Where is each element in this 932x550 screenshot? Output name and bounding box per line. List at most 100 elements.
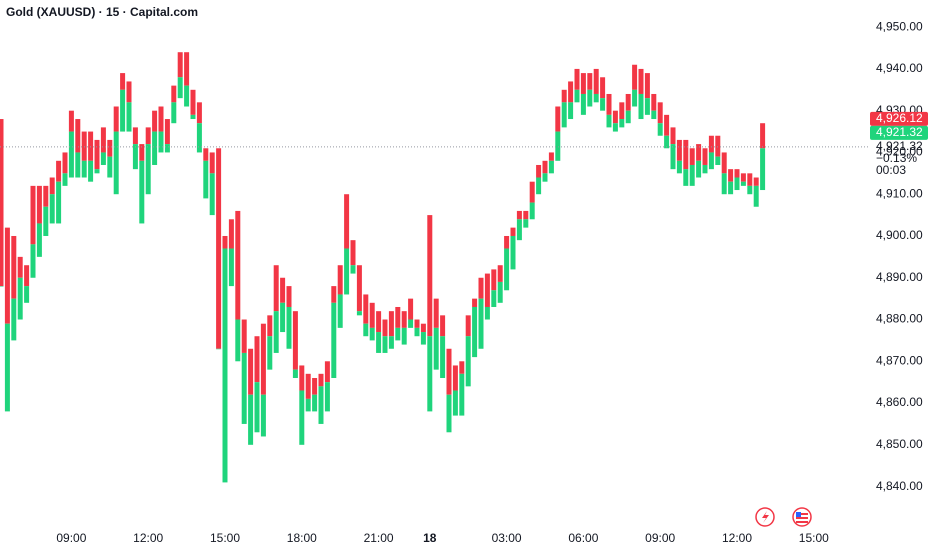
bar-lower [273,311,279,353]
bar-lower [740,181,746,186]
bar-upper [401,311,407,328]
chart-title: Gold (XAUUSD) · 15 · Capital.com [6,5,198,19]
bar-lower [644,98,650,115]
bar-upper [689,148,695,165]
bar-lower [484,306,490,320]
x-tick-label: 18 [423,531,437,545]
bar-lower [440,336,446,378]
y-tick-label: 4,850.00 [876,437,923,451]
bar-upper [382,319,388,337]
bar-upper [164,119,170,145]
bar-lower [427,336,433,412]
x-tick-label: 15:00 [210,531,240,545]
bar-upper [11,235,17,299]
bar-lower [100,152,106,165]
bar-upper [504,235,510,249]
bar-upper [388,311,394,337]
bar-upper [0,119,4,287]
bar-lower [523,219,529,228]
bar-lower [388,336,394,349]
bar-lower [113,131,119,195]
bar-lower [747,185,753,195]
bar-upper [49,177,55,195]
bar-lower [753,185,759,207]
bar-upper [484,273,490,307]
bar-lower [177,77,183,99]
x-tick-label: 06:00 [568,531,598,545]
bar-upper [580,73,586,94]
bar-lower [670,144,676,170]
bar-upper [312,377,318,395]
bar-lower [414,327,420,337]
bar-lower [312,394,318,412]
bar-lower [299,390,305,445]
y-tick-label: 4,900.00 [876,228,923,242]
bar-lower [158,131,164,153]
bar-upper [536,164,542,178]
bar-upper [203,148,209,161]
bar-upper [324,361,330,383]
bar-upper [376,311,382,333]
bar-lower [88,160,94,182]
bar-upper [241,319,247,353]
bar-upper [344,194,350,249]
bar-upper [625,93,631,111]
bar-upper [36,185,42,224]
bar-lower [56,181,62,224]
bar-upper [286,286,292,307]
y-tick-label: 4,890.00 [876,270,923,284]
bar-upper [753,177,759,186]
bar-lower [305,398,311,412]
bar-lower [152,131,158,165]
bar-lower [4,323,10,412]
bar-upper [414,319,420,328]
bar-upper [209,152,215,174]
bar-lower [337,294,343,328]
event-icon[interactable] [755,507,775,527]
bar-upper [331,286,337,303]
bar-upper [120,73,126,90]
y-tick-label: 4,950.00 [876,19,923,33]
bar-upper [24,265,30,287]
change-label: −0.13% [876,151,917,165]
bar-lower [107,156,113,178]
bar-upper [43,185,49,207]
bar-upper [273,265,279,312]
bar-upper [235,210,241,320]
price-tag [870,111,928,126]
bar-upper [587,73,593,90]
bar-lower [11,298,17,341]
bar-upper [632,64,638,90]
bar-lower [536,177,542,195]
price-tag-label: 4,921.32 [876,125,923,139]
bar-upper [696,144,702,161]
bar-lower [760,148,766,191]
bar-lower [24,286,30,303]
bar-lower [196,123,202,153]
bar-upper [30,185,36,245]
bar-upper [56,160,62,182]
bar-lower [657,123,663,136]
price-tag [870,125,928,140]
y-tick-label: 4,880.00 [876,312,923,326]
bar-lower [612,123,618,132]
bar-upper [651,93,657,111]
bar-upper [158,106,164,132]
flag-icon[interactable] [792,507,812,527]
x-tick-label: 09:00 [645,531,675,545]
bar-upper [369,302,375,328]
bar-lower [408,319,414,328]
bar-lower [708,152,714,170]
bar-lower [164,144,170,153]
bar-lower [446,394,452,433]
bar-lower [734,177,740,191]
x-tick-label: 09:00 [56,531,86,545]
bar-upper [94,139,100,170]
bar-upper [440,315,446,337]
bar-upper [593,68,599,94]
bar-upper [4,227,10,324]
y-tick-label: 4,940.00 [876,61,923,75]
bar-upper [612,110,618,124]
bar-upper [68,110,74,132]
